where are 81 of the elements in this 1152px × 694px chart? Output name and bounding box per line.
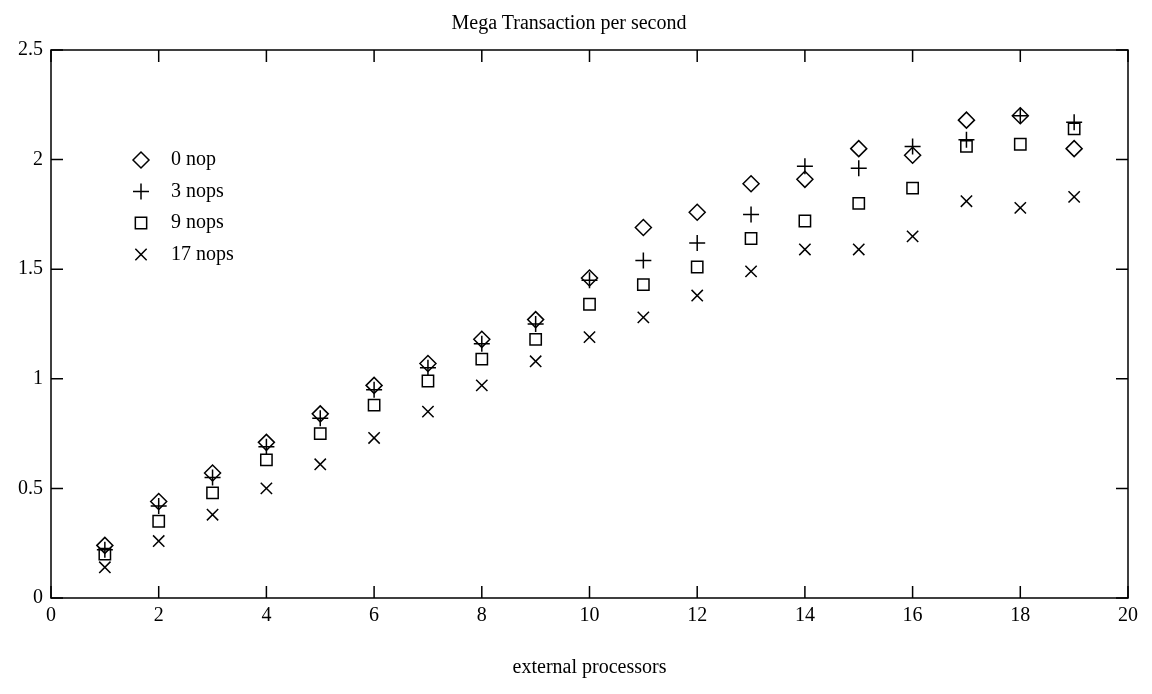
point — [419, 354, 437, 373]
point — [583, 297, 596, 311]
point — [475, 378, 489, 392]
point — [852, 197, 866, 210]
point — [742, 174, 760, 193]
point — [634, 251, 653, 270]
x-tick-label: 20 — [1118, 603, 1138, 626]
point — [313, 457, 327, 471]
point — [1013, 137, 1027, 151]
chart-title: Mega Transaction per second — [451, 11, 687, 35]
point — [688, 203, 706, 221]
x-tick-label: 2 — [153, 603, 164, 626]
x-tick-label: 8 — [476, 603, 487, 626]
point — [798, 243, 812, 256]
x-axis-title: external processors — [512, 655, 667, 679]
point — [960, 140, 973, 153]
point — [742, 205, 760, 224]
point — [529, 332, 543, 346]
point — [903, 146, 922, 164]
point — [203, 464, 222, 482]
point — [1013, 201, 1027, 215]
point — [1067, 190, 1081, 204]
x-tick-label: 6 — [369, 603, 380, 626]
point — [1065, 139, 1083, 158]
point — [473, 330, 491, 349]
point — [313, 427, 327, 441]
x-tick-label: 16 — [902, 603, 923, 626]
point — [636, 278, 650, 291]
x-tick-label: 10 — [579, 603, 600, 626]
point — [152, 534, 166, 548]
point — [957, 111, 976, 129]
point — [850, 139, 868, 158]
point — [367, 398, 381, 412]
point — [796, 170, 814, 189]
point — [906, 229, 920, 243]
point — [960, 194, 973, 208]
point — [744, 264, 758, 278]
point — [906, 181, 920, 195]
point — [475, 352, 489, 366]
y-tick-label: 0 — [33, 585, 43, 608]
legend-label: 9 nops — [171, 210, 224, 234]
point — [149, 492, 168, 511]
point — [367, 431, 381, 445]
y-tick-label: 2.5 — [18, 37, 43, 60]
point — [526, 310, 545, 329]
point — [852, 243, 866, 256]
x-tick-label: 4 — [261, 603, 272, 626]
point — [365, 376, 383, 395]
point — [257, 433, 276, 452]
y-tick-label: 1.5 — [18, 256, 43, 279]
x-tick-label: 14 — [794, 603, 815, 626]
point — [744, 232, 758, 245]
y-tick-label: 0.5 — [18, 475, 43, 498]
point — [206, 508, 219, 522]
point — [206, 486, 219, 500]
point — [311, 405, 329, 423]
point — [98, 560, 112, 574]
legend-label: 3 nops — [171, 178, 224, 202]
y-tick-label: 2 — [33, 146, 43, 169]
point — [529, 354, 543, 368]
point — [903, 137, 922, 156]
point — [96, 536, 114, 555]
point — [98, 547, 112, 561]
point — [634, 218, 653, 237]
x-tick-label: 12 — [687, 603, 708, 626]
point — [259, 481, 273, 495]
point — [636, 311, 650, 324]
point — [421, 405, 435, 419]
legend-label: 17 nops — [171, 241, 234, 265]
x-tick-label: 18 — [1010, 603, 1031, 626]
point — [798, 214, 812, 228]
point — [421, 374, 435, 388]
point — [690, 260, 704, 274]
y-tick-label: 1 — [33, 366, 43, 389]
point — [152, 514, 166, 528]
point — [690, 289, 704, 302]
point — [583, 330, 596, 344]
point — [203, 468, 222, 487]
point — [259, 453, 273, 467]
point — [1067, 122, 1081, 136]
legend-label: 0 nop — [171, 147, 216, 171]
